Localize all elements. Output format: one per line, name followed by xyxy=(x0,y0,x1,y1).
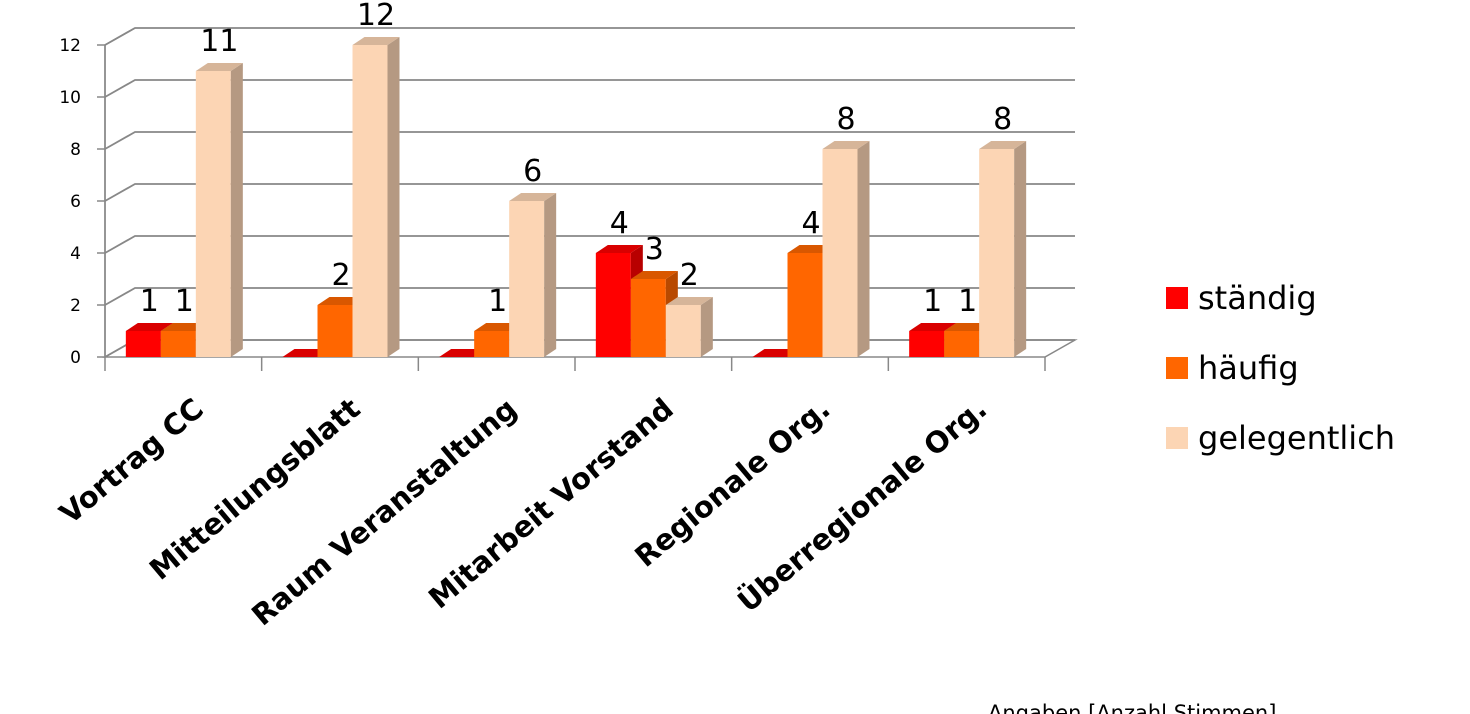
bar-top xyxy=(979,141,1027,149)
y-axis: 0 2 4 6 8 10 12 xyxy=(59,36,106,368)
bar-top xyxy=(195,63,243,71)
legend-label: gelegentlich xyxy=(1198,419,1395,457)
y-tick-label: 0 xyxy=(70,348,81,368)
data-label: 11 xyxy=(200,24,238,59)
bar-side xyxy=(544,193,557,357)
bar-front xyxy=(317,305,353,357)
gridline xyxy=(104,287,1075,306)
legend-swatch xyxy=(1166,287,1188,309)
data-label: 1 xyxy=(175,284,194,319)
bar-front xyxy=(979,149,1015,357)
legend-item: gelegentlich xyxy=(1166,419,1395,457)
bar-side xyxy=(1014,141,1027,357)
bar-front xyxy=(909,331,945,357)
bar-top xyxy=(125,323,173,331)
data-label: 4 xyxy=(801,206,820,241)
y-tick-label: 8 xyxy=(70,140,81,160)
bar-front xyxy=(195,71,231,357)
data-label: 2 xyxy=(331,258,350,293)
chart-note: Angaben [Anzahl Stimmen] xyxy=(988,701,1276,714)
y-tick-label: 10 xyxy=(59,88,81,108)
data-label: 1 xyxy=(923,284,942,319)
category-label: Raum Veranstaltung xyxy=(245,391,523,632)
bar-front xyxy=(665,305,701,357)
category-label: Überregionale Org. xyxy=(731,391,993,619)
bar-front xyxy=(822,149,858,357)
bar-side xyxy=(230,63,243,357)
bar-front xyxy=(160,331,196,357)
bar-2-4 xyxy=(822,141,870,357)
bar-2-0 xyxy=(195,63,243,357)
data-label: 2 xyxy=(680,258,699,293)
data-label: 12 xyxy=(357,0,395,33)
bar-side xyxy=(387,37,400,357)
data-label: 8 xyxy=(993,102,1012,137)
data-label: 8 xyxy=(836,102,855,137)
category-label: Vortrag CC xyxy=(53,391,210,530)
gridline xyxy=(104,79,1075,98)
bar-top xyxy=(509,193,557,201)
gridline xyxy=(104,235,1075,254)
data-label: 4 xyxy=(610,206,629,241)
bar-2-1 xyxy=(352,37,400,357)
legend-item: ständig xyxy=(1166,279,1317,317)
x-axis xyxy=(104,357,1046,371)
bar-front xyxy=(630,279,666,357)
bar-front xyxy=(352,45,388,357)
bar-front xyxy=(944,331,980,357)
legend-item: häufig xyxy=(1166,349,1299,387)
bars xyxy=(125,37,1027,357)
y-tick-label: 12 xyxy=(59,36,81,56)
legend-label: ständig xyxy=(1198,279,1317,317)
bar-top xyxy=(630,271,678,279)
bar-top xyxy=(822,141,870,149)
bar-top xyxy=(352,37,400,45)
legend-swatch xyxy=(1166,357,1188,379)
bar-top xyxy=(595,245,643,253)
bar-top xyxy=(909,323,957,331)
bar-side xyxy=(700,297,713,357)
legend-swatch xyxy=(1166,427,1188,449)
bar-front xyxy=(787,253,823,357)
bar-2-2 xyxy=(509,193,557,357)
y-tick-label: 2 xyxy=(70,296,81,316)
data-label: 1 xyxy=(140,284,159,319)
bar-top xyxy=(665,297,713,305)
bar-front xyxy=(474,331,510,357)
data-label: 3 xyxy=(645,232,664,267)
data-label: 1 xyxy=(488,284,507,319)
bar-front xyxy=(595,253,631,357)
bar-2-3 xyxy=(665,297,713,357)
y-tick-label: 6 xyxy=(70,192,81,212)
data-label: 6 xyxy=(523,154,542,189)
bar-2-5 xyxy=(979,141,1027,357)
bar-front xyxy=(509,201,545,357)
bar-side xyxy=(857,141,870,357)
gridline xyxy=(104,131,1075,150)
data-label: 1 xyxy=(958,284,977,319)
legend: ständig häufig gelegentlich xyxy=(1166,279,1395,457)
legend-label: häufig xyxy=(1198,349,1299,387)
gridline xyxy=(104,183,1075,202)
y-tick-label: 4 xyxy=(70,244,81,264)
bar-front xyxy=(125,331,161,357)
gridline xyxy=(104,27,1075,46)
